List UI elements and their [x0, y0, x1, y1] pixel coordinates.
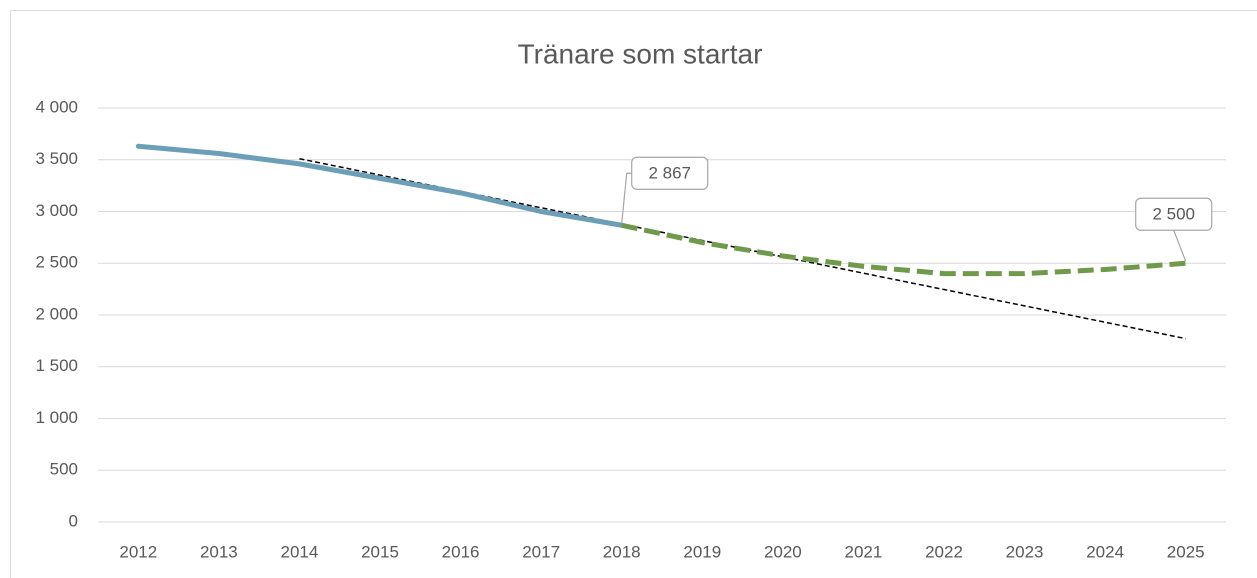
line-series [135, 143, 625, 228]
data-label: 2 867 [648, 164, 691, 183]
y-tick-label: 0 [69, 511, 78, 530]
y-tick-label: 2 000 [35, 304, 78, 323]
x-tick-label: 2016 [442, 542, 480, 561]
x-tick-label: 2012 [119, 542, 157, 561]
x-tick-label: 2020 [764, 542, 802, 561]
y-tick-label: 2 500 [35, 253, 78, 272]
x-tick-label: 2021 [845, 542, 883, 561]
line-series [621, 222, 1186, 277]
y-tick-label: 3 000 [35, 201, 78, 220]
x-tick-label: 2019 [683, 542, 721, 561]
y-tick-label: 4 000 [35, 97, 78, 116]
x-tick-label: 2024 [1086, 542, 1124, 561]
label-leader [1173, 230, 1187, 262]
y-tick-label: 3 500 [35, 149, 78, 168]
x-tick-label: 2018 [603, 542, 641, 561]
y-tick-label: 500 [50, 460, 78, 479]
x-tick-label: 2014 [281, 542, 319, 561]
label-box [1135, 197, 1213, 231]
x-tick-label: 2022 [925, 542, 963, 561]
data-label: 2 500 [1152, 205, 1195, 224]
x-tick-label: 2013 [200, 542, 238, 561]
x-tick-label: 2023 [1006, 542, 1044, 561]
chart-border [10, 10, 1257, 578]
chart-title: Tränare som startar [518, 38, 763, 69]
x-tick-label: 2017 [522, 542, 560, 561]
label-leader [621, 172, 632, 224]
x-tick-label: 2025 [1167, 542, 1205, 561]
y-tick-label: 1 500 [35, 356, 78, 375]
label-box [631, 156, 709, 190]
y-tick-label: 1 000 [35, 408, 78, 427]
x-tick-label: 2015 [361, 542, 399, 561]
